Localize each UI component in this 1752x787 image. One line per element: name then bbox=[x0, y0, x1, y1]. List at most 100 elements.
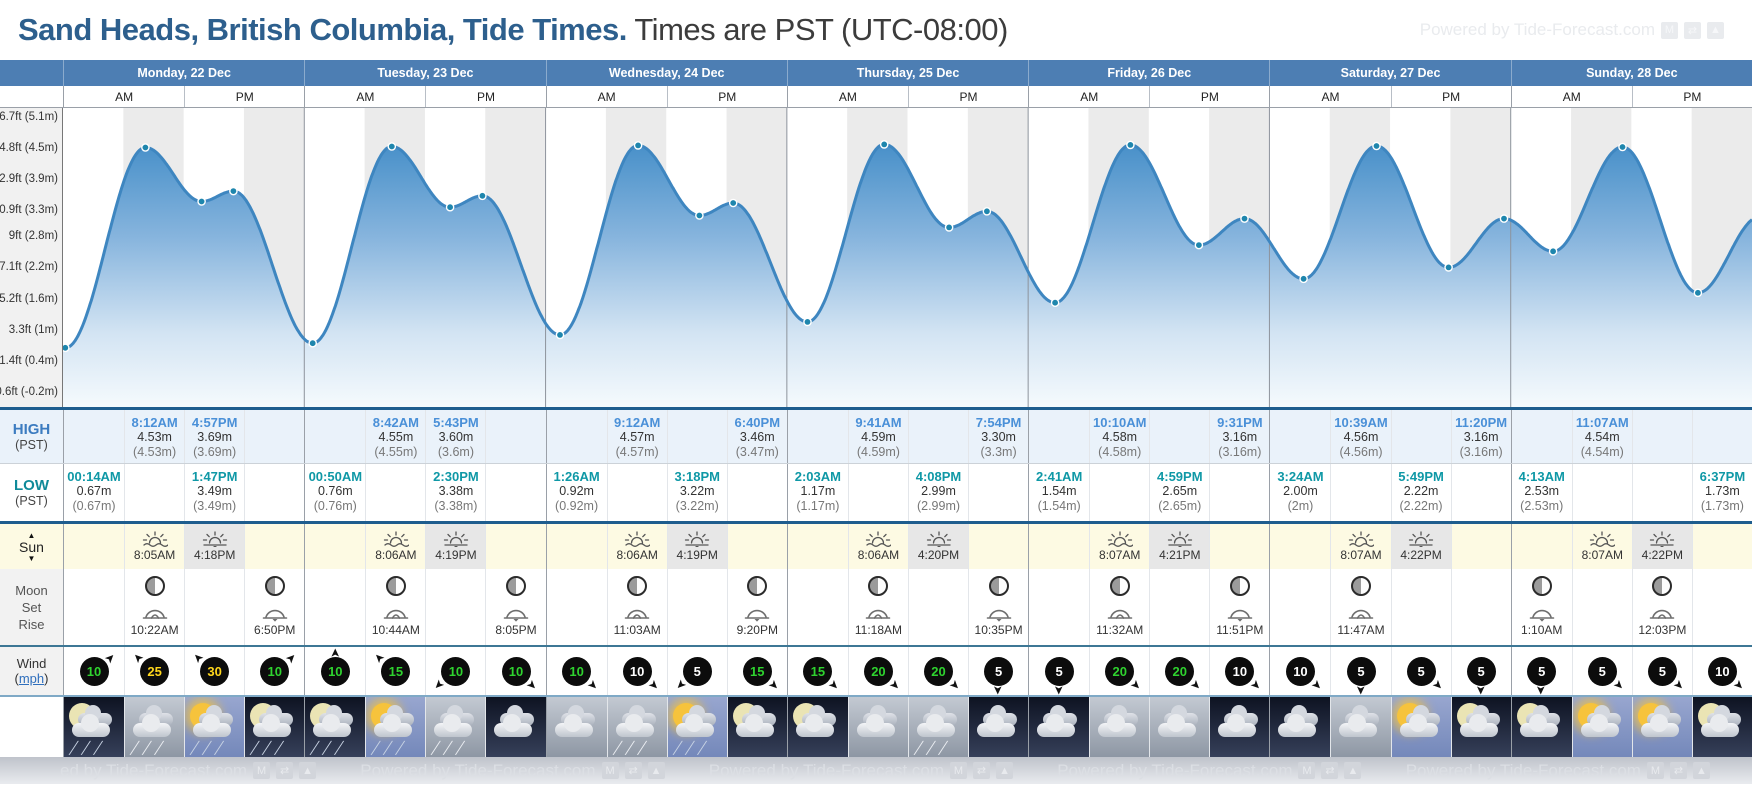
y-axis-tick-label: 7.1ft (2.2m) bbox=[0, 261, 58, 274]
sunset-time: 4:19PM bbox=[435, 548, 477, 562]
cloud-icon bbox=[1459, 714, 1498, 737]
cloud-icon bbox=[916, 714, 955, 737]
moonrise-icon bbox=[866, 609, 891, 619]
day-column: 1:26AM 0.92m (0.92m) 3:18PM 3.22m (3.22m) bbox=[545, 464, 787, 521]
sunset-cell: 4:21PM bbox=[1149, 524, 1210, 569]
wind-speed-value: 20 bbox=[1172, 663, 1188, 679]
low-tide-cell: 3:24AM 2.00m (2m) bbox=[1270, 464, 1330, 521]
moonset-icon bbox=[1227, 609, 1253, 622]
moonset-cell: 8:05PM bbox=[485, 569, 545, 645]
wind-slot: 5 ➤ bbox=[1571, 647, 1632, 695]
wind-direction-arrow: ➤ bbox=[1051, 684, 1066, 695]
low-tide-time: 00:14AM bbox=[67, 469, 121, 484]
day-header: Wednesday, 24 Dec bbox=[545, 60, 787, 86]
moonset-cell: 11:51PM bbox=[1209, 569, 1269, 645]
y-axis-tick-label: 1.4ft (0.4m) bbox=[0, 354, 58, 367]
watermark-wave-icon: M bbox=[1661, 21, 1678, 39]
day-column: 11:18AM 10:35PM bbox=[786, 569, 1028, 645]
moon-empty-slot bbox=[425, 569, 485, 645]
rain-icon: ╱╱╱ bbox=[130, 741, 169, 755]
high-tide-height-alt: (3.47m) bbox=[735, 445, 779, 459]
wind-row-label: Wind (mph) bbox=[0, 647, 63, 695]
wind-speed-value: 5 bbox=[994, 663, 1003, 679]
day-header-label: Tuesday, 23 Dec bbox=[377, 66, 474, 80]
watermark-wave-icon: M bbox=[253, 762, 271, 779]
wind-slot: 10 ➤ bbox=[1209, 647, 1269, 695]
high-tide-height: 4.56m bbox=[1343, 430, 1379, 444]
wind-badge: 15 ➤ bbox=[371, 649, 411, 686]
high-tide-time: 7:54PM bbox=[975, 415, 1022, 430]
wind-slot: 5 ➤ bbox=[666, 647, 727, 695]
weather-cell-clouds bbox=[485, 697, 546, 757]
sunrise-cell: 8:06AM bbox=[365, 524, 425, 569]
low-tide-height-alt: (1.73m) bbox=[1700, 499, 1744, 513]
day-column bbox=[1028, 697, 1270, 757]
low-tide-slot bbox=[124, 464, 184, 521]
pm-label: PM bbox=[1390, 86, 1511, 107]
cloud-icon bbox=[977, 714, 1016, 737]
moon-set-time: 8:05PM bbox=[495, 623, 537, 637]
cloud-icon bbox=[1640, 714, 1679, 737]
wind-unit-link[interactable]: mph bbox=[18, 671, 45, 686]
high-tide-time: 4:57PM bbox=[191, 415, 238, 430]
wind-direction-arrow: ➤ bbox=[523, 675, 541, 694]
day-column: 4:13AM 2.53m (2.53m) 6:37PM 1.73m (1.73m) bbox=[1510, 464, 1752, 521]
wind-direction-arrow: ➤ bbox=[1308, 675, 1326, 694]
low-tide-height-alt: (0.92m) bbox=[555, 499, 599, 513]
day-am-pm: AM PM bbox=[63, 86, 304, 107]
moonrise-cell: 10:44AM bbox=[365, 569, 425, 645]
day-am-pm: AM PM bbox=[304, 86, 545, 107]
high-tide-cell: 11:07AM 4.54m (4.54m) bbox=[1571, 410, 1632, 463]
high-tide-height-alt: (3.69m) bbox=[193, 445, 237, 459]
high-tide-slot bbox=[907, 410, 968, 463]
moonrise-icon bbox=[624, 609, 650, 619]
day-header-label: Saturday, 27 Dec bbox=[1340, 66, 1441, 80]
cloud-icon bbox=[1158, 714, 1197, 737]
low-tide-height: 3.22m bbox=[679, 484, 715, 498]
moon-rise-time: 10:44AM bbox=[371, 623, 420, 637]
moonrise-cell: 11:47AM bbox=[1330, 569, 1390, 645]
high-tide-height-alt: (3.6m) bbox=[437, 445, 474, 459]
sunrise-time: 8:07AM bbox=[1340, 548, 1382, 562]
wind-direction-arrow: ➤ bbox=[1187, 675, 1205, 694]
tide-chart: 16.7ft (5.1m) 14.8ft (4.5m) 12.9ft (3.9m) 1… bbox=[0, 108, 1752, 407]
moon-phase-icon bbox=[1652, 576, 1673, 596]
sunrise-icon bbox=[383, 531, 409, 547]
wind-speed-value: 10 bbox=[1293, 663, 1308, 679]
moon-phase-icon bbox=[1531, 576, 1552, 596]
high-tide-slot bbox=[1390, 410, 1451, 463]
wind-slot: 20 ➤ bbox=[847, 647, 908, 695]
sunset-time: 4:21PM bbox=[1159, 548, 1201, 562]
rain-icon: ╱╱╱ bbox=[69, 741, 108, 755]
am-label: AM bbox=[1562, 89, 1581, 104]
moon-phase-icon bbox=[627, 576, 648, 596]
low-tide-slot bbox=[1330, 464, 1390, 521]
low-tide-cell: 2:41AM 1.54m (1.54m) bbox=[1029, 464, 1089, 521]
sun-expand-up-icon[interactable]: ▲ bbox=[27, 530, 36, 540]
watermark-wave-icon: M bbox=[601, 762, 619, 779]
day-column: 10:10AM 4.58m (4.58m) 9:31PM 3.16m (3.16m) bbox=[1028, 410, 1269, 463]
low-tide-height: 2.65m bbox=[1162, 484, 1198, 498]
wind-badge: 10 ➤ bbox=[1285, 656, 1325, 693]
sunrise-icon bbox=[866, 531, 892, 547]
day-header-label: Wednesday, 24 Dec bbox=[608, 66, 725, 80]
high-tide-height: 3.30m bbox=[981, 430, 1016, 444]
cloud-icon bbox=[1098, 714, 1137, 737]
wind-direction-arrow: ➤ bbox=[765, 675, 783, 694]
moon-phase-icon bbox=[144, 576, 165, 596]
day-column: 11:03AM 9:20PM bbox=[545, 569, 787, 645]
wind-slot: 5 ➤ bbox=[1450, 647, 1511, 695]
high-tide-height-alt: (4.59m) bbox=[856, 445, 900, 459]
high-tide-height: 4.57m bbox=[619, 430, 655, 444]
low-tide-height: 3.38m bbox=[438, 484, 474, 498]
day-column: ╱╱╱ ╱╱╱ ╱╱╱ ╱╱╱ bbox=[63, 697, 305, 757]
moon-set-label: Set bbox=[21, 599, 42, 615]
high-tide-height: 4.55m bbox=[378, 430, 414, 444]
sun-expand-down-icon[interactable]: ▼ bbox=[27, 553, 36, 563]
wind-slot: 5 ➤ bbox=[1512, 647, 1572, 695]
wind-direction-arrow: ➤ bbox=[1127, 675, 1145, 694]
powered-by-watermark: Powered by Tide-Forecast.com M ⇄ ▲ bbox=[1057, 761, 1362, 781]
wind-direction-arrow: ➤ bbox=[1353, 684, 1368, 695]
low-tide-cell: 4:13AM 2.53m (2.53m) bbox=[1512, 464, 1572, 521]
